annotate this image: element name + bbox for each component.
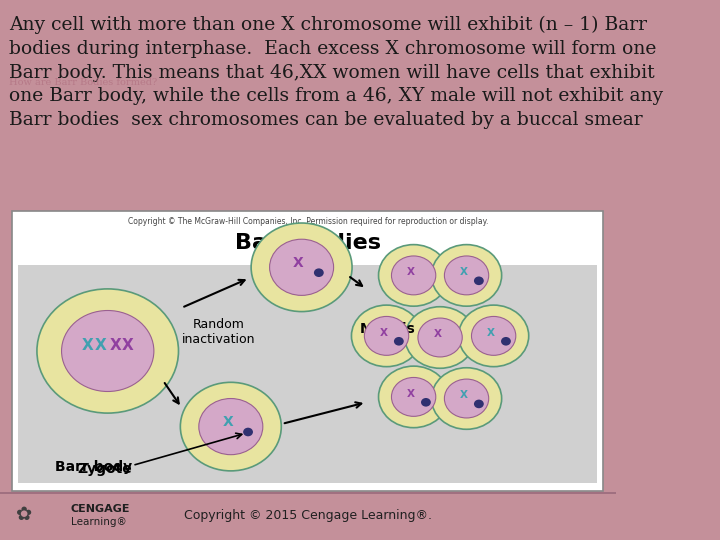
Circle shape: [61, 310, 154, 392]
Text: Random
inactivation: Random inactivation: [181, 318, 256, 346]
Text: Any cell with more than one X chromosome will exhibit (n – 1) Barr
bodies during: Any cell with more than one X chromosome…: [9, 16, 663, 129]
Circle shape: [421, 398, 431, 407]
Circle shape: [501, 337, 511, 346]
Circle shape: [444, 256, 489, 295]
Circle shape: [379, 366, 449, 428]
Text: X: X: [487, 328, 495, 338]
Text: X: X: [407, 389, 415, 399]
Circle shape: [472, 316, 516, 355]
Text: X: X: [122, 338, 134, 353]
Circle shape: [392, 256, 436, 295]
Text: X: X: [407, 267, 415, 277]
Circle shape: [180, 382, 282, 471]
Circle shape: [405, 307, 475, 368]
Text: Mitosis: Mitosis: [360, 322, 416, 336]
Circle shape: [444, 379, 489, 418]
Circle shape: [431, 245, 502, 306]
Text: Barr Bodies: Barr Bodies: [235, 233, 381, 253]
Circle shape: [394, 337, 404, 346]
Circle shape: [392, 377, 436, 416]
Text: X: X: [82, 338, 94, 353]
Circle shape: [351, 305, 422, 367]
Text: Copyright © The McGraw-Hill Companies, Inc. Permission required for reproduction: Copyright © The McGraw-Hill Companies, I…: [127, 217, 488, 226]
Text: Barr body: Barr body: [55, 460, 132, 474]
Circle shape: [37, 289, 179, 413]
Text: X: X: [380, 328, 388, 338]
Text: Copyright © 2015 Cengage Learning®.: Copyright © 2015 Cengage Learning®.: [184, 509, 432, 522]
FancyBboxPatch shape: [0, 492, 616, 494]
Text: Learning®: Learning®: [71, 517, 127, 527]
Text: How are Barr Bodies formed?: How are Barr Bodies formed?: [9, 78, 158, 87]
Circle shape: [243, 428, 253, 436]
FancyBboxPatch shape: [12, 211, 603, 491]
Circle shape: [364, 316, 409, 355]
FancyBboxPatch shape: [19, 265, 597, 483]
Circle shape: [269, 239, 333, 295]
Text: X: X: [222, 415, 233, 429]
Text: X: X: [110, 338, 122, 353]
Text: ✿: ✿: [17, 504, 33, 524]
Text: X: X: [433, 329, 441, 339]
Text: X: X: [460, 267, 468, 277]
Text: X: X: [94, 338, 107, 353]
Circle shape: [251, 223, 352, 312]
Circle shape: [199, 399, 263, 455]
Circle shape: [459, 305, 528, 367]
Text: X: X: [293, 256, 304, 270]
Circle shape: [431, 368, 502, 429]
Circle shape: [379, 245, 449, 306]
Circle shape: [418, 318, 462, 357]
Circle shape: [474, 276, 484, 285]
Circle shape: [314, 268, 324, 277]
Circle shape: [474, 400, 484, 408]
Text: CENGAGE: CENGAGE: [71, 504, 130, 514]
Text: X: X: [460, 390, 468, 400]
Text: Zygote: Zygote: [77, 462, 132, 476]
